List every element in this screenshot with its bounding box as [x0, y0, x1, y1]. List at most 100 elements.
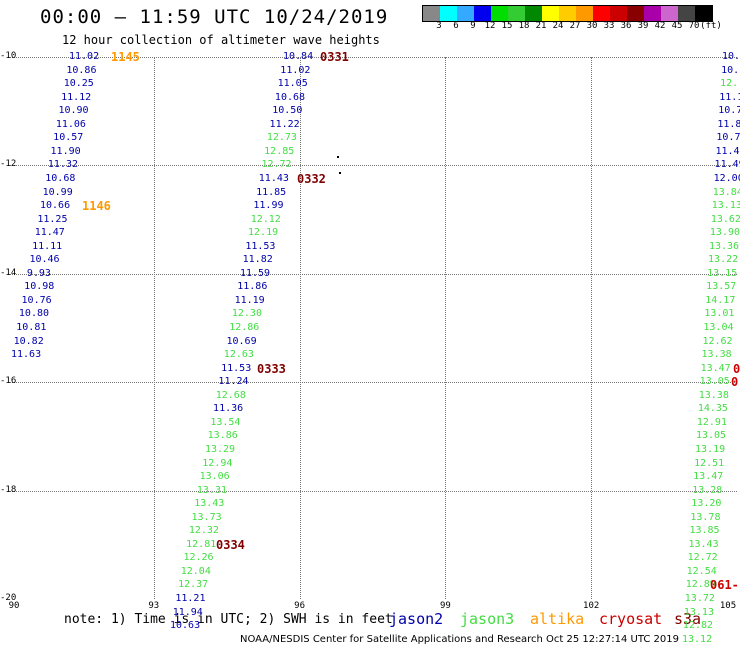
legend-swatch — [661, 6, 678, 21]
swh-value: 10.98 — [24, 281, 55, 293]
swh-value: 12.19 — [248, 227, 279, 239]
legend-label: 21 — [535, 21, 547, 31]
swh-value: 10.80 — [18, 308, 50, 320]
map-plot-area — [8, 57, 737, 599]
x-axis-label: 93 — [148, 601, 160, 611]
swh-value: 13.31 — [196, 484, 227, 496]
swh-value: 10.68 — [45, 172, 76, 184]
swh-value: 13.06 — [199, 471, 230, 483]
legend-label: 30 — [586, 21, 598, 31]
swh-value: 13.28 — [692, 484, 723, 496]
x-axis-label: 96 — [294, 601, 306, 611]
legend-swatch — [542, 6, 559, 21]
swh-value: 12.91 — [696, 416, 727, 428]
y-axis-label: -16 — [0, 376, 17, 387]
swh-value: 13.22 — [708, 254, 739, 266]
legend-label: 33 — [603, 21, 615, 31]
legend-label: 18 — [518, 21, 530, 31]
swh-value: 10.69 — [226, 335, 257, 347]
swh-value: 12.51 — [694, 457, 725, 469]
swh-value: 12.82 — [682, 620, 714, 632]
swh-value: 11.82 — [242, 254, 273, 266]
sat-cryosat: cryosat — [599, 610, 663, 628]
swh-value: 10.90 — [58, 105, 89, 117]
swh-value: 11.99 — [253, 200, 284, 212]
legend-swatch — [576, 6, 593, 21]
swh-value: 13.05 — [695, 430, 727, 442]
swh-value: 12.85 — [264, 145, 295, 157]
swh-value: 9.93 — [26, 267, 51, 279]
swh-value: 12.62 — [702, 335, 733, 347]
gridline-vertical — [445, 57, 447, 599]
swh-value: 13.86 — [207, 430, 238, 442]
swh-value: 12.00 — [713, 172, 740, 184]
color-legend-labels: 3 6 9 12 15 18 21 24 27 30 33 36 39 42 45 70 (ft) — [422, 21, 740, 33]
legend-label: 45 — [671, 21, 683, 31]
sat-altika: altika — [530, 610, 585, 628]
swh-value: 13.01 — [704, 308, 735, 320]
legend-swatch — [440, 6, 457, 21]
gridline-vertical — [153, 57, 155, 599]
swh-value: 14.35 — [697, 403, 728, 415]
swh-value: 12.63 — [223, 349, 254, 361]
swh-value: 12.72 — [687, 552, 718, 564]
legend-swatch — [678, 6, 695, 21]
swh-value: 11.32 — [47, 159, 79, 171]
swh-value: 13.43 — [688, 538, 719, 550]
swh-value: 13.04 — [703, 322, 734, 333]
legend-swatch — [559, 6, 576, 21]
legend-label: 70 — [688, 21, 700, 31]
sat-jason2: jason2 — [389, 610, 444, 628]
swh-value: 11.8 — [717, 118, 740, 130]
swh-value: 10.74 — [716, 132, 740, 144]
legend-label: (ft) — [700, 21, 722, 31]
swh-value: 10.86 — [66, 64, 97, 76]
legend-swatch — [491, 6, 508, 21]
legend-swatch — [457, 6, 474, 21]
y-axis-label: -18 — [0, 484, 17, 495]
x-axis-label: 99 — [439, 601, 451, 611]
y-axis-label: -20 — [0, 593, 17, 603]
swh-value: 13.78 — [690, 511, 721, 523]
swh-value: 12.30 — [231, 308, 262, 320]
swh-value: 13.57 — [706, 281, 737, 293]
swh-value: 13.73 — [191, 511, 222, 523]
swh-value: 11.59 — [239, 267, 271, 279]
swh-value: 12.89 — [685, 579, 716, 591]
swh-value: 10.7 — [718, 105, 740, 117]
legend-swatch — [593, 6, 610, 21]
credit-line: NOAA/NESDIS Center for Satellite Applica… — [240, 634, 679, 645]
swh-value: 11.25 — [37, 213, 68, 225]
swh-value: 11.53 — [245, 240, 276, 252]
swh-value: 12.81 — [186, 538, 217, 550]
gridline-vertical — [299, 57, 301, 599]
time-label: 1145 — [111, 50, 140, 64]
swh-value: 12.72 — [261, 159, 292, 171]
swh-value: 10.46 — [29, 254, 60, 266]
color-legend — [422, 5, 713, 22]
gridline-horizontal — [8, 490, 737, 492]
gridline-horizontal — [8, 57, 737, 58]
swh-value: 13.13 — [683, 606, 714, 618]
swh-value: 12. — [720, 78, 739, 90]
swh-value: 11.43 — [258, 172, 289, 184]
swh-value: 12.54 — [686, 565, 717, 577]
swh-value: 14.17 — [705, 294, 736, 306]
swh-value: 11.86 — [237, 281, 268, 293]
swh-value: 11.63 — [11, 349, 42, 361]
time-label: 0 — [733, 361, 740, 376]
time-label: 0332 — [297, 171, 326, 186]
swh-value: 10.76 — [21, 294, 52, 306]
time-label: 061- — [710, 578, 739, 593]
swh-value: 13.72 — [684, 593, 715, 604]
x-axis-label: 90 — [8, 601, 20, 611]
y-axis-label: -10 — [0, 51, 17, 61]
swh-value: 11.02 — [280, 64, 311, 76]
swh-value: 11.1 — [719, 91, 740, 103]
swh-value: 11.05 — [277, 78, 308, 90]
legend-swatch — [695, 6, 712, 21]
track-mark — [337, 156, 339, 158]
sat-jason3: jason3 — [460, 610, 515, 628]
x-axis-label: 102 — [583, 601, 600, 611]
swh-value: 10.84 — [283, 51, 314, 62]
